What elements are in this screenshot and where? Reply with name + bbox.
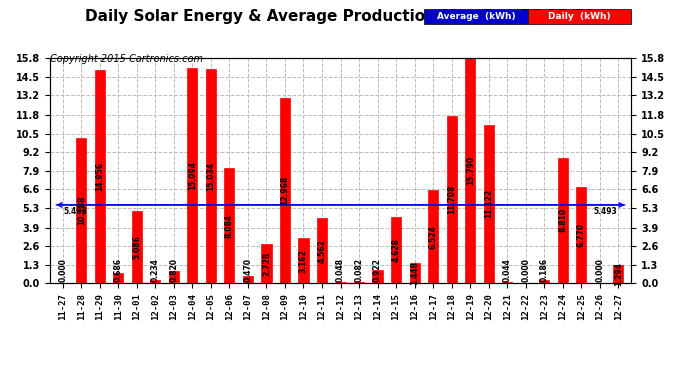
- Text: 14.956: 14.956: [95, 162, 104, 191]
- Text: 3.162: 3.162: [299, 249, 308, 273]
- Text: Average  (kWh): Average (kWh): [437, 12, 515, 21]
- Text: 5.086: 5.086: [132, 235, 141, 259]
- Text: 0.000: 0.000: [521, 258, 530, 282]
- Text: 0.234: 0.234: [151, 258, 160, 282]
- Bar: [95, 70, 105, 283]
- Text: 0.048: 0.048: [336, 258, 345, 282]
- Bar: [132, 211, 142, 283]
- Text: 0.082: 0.082: [355, 258, 364, 282]
- Bar: [373, 270, 383, 283]
- Bar: [539, 280, 549, 283]
- Text: 11.122: 11.122: [484, 189, 493, 219]
- Bar: [484, 125, 494, 283]
- Text: 4.562: 4.562: [317, 239, 326, 262]
- Bar: [410, 262, 420, 283]
- Bar: [613, 265, 624, 283]
- Bar: [168, 272, 179, 283]
- Text: Copyright 2015 Cartronics.com: Copyright 2015 Cartronics.com: [50, 54, 203, 64]
- Text: 0.000: 0.000: [58, 258, 67, 282]
- Text: 5.493: 5.493: [63, 207, 88, 216]
- Bar: [317, 218, 327, 283]
- Bar: [280, 99, 290, 283]
- Bar: [354, 282, 364, 283]
- Text: 8.810: 8.810: [558, 209, 567, 232]
- Text: 0.186: 0.186: [540, 258, 549, 282]
- Text: 8.084: 8.084: [225, 213, 234, 238]
- Bar: [391, 217, 401, 283]
- Text: 2.728: 2.728: [262, 252, 271, 276]
- Bar: [335, 282, 346, 283]
- Bar: [298, 238, 308, 283]
- Text: 0.686: 0.686: [114, 258, 123, 282]
- Text: 0.820: 0.820: [169, 258, 178, 282]
- Text: 6.524: 6.524: [428, 225, 437, 249]
- Text: 0.922: 0.922: [373, 258, 382, 282]
- Bar: [187, 68, 197, 283]
- Bar: [243, 276, 253, 283]
- Bar: [76, 138, 86, 283]
- Bar: [576, 187, 586, 283]
- Text: 15.790: 15.790: [466, 156, 475, 185]
- Text: Daily  (kWh): Daily (kWh): [549, 12, 611, 21]
- Text: 1.448: 1.448: [410, 261, 419, 285]
- Text: 0.470: 0.470: [244, 258, 253, 282]
- Text: 6.770: 6.770: [577, 223, 586, 247]
- Text: 1.294: 1.294: [614, 262, 623, 286]
- Bar: [465, 58, 475, 283]
- Text: 15.034: 15.034: [206, 162, 215, 190]
- Text: 0.000: 0.000: [595, 258, 604, 282]
- Text: 0.044: 0.044: [503, 258, 512, 282]
- Bar: [558, 158, 568, 283]
- Bar: [262, 244, 271, 283]
- Bar: [113, 273, 124, 283]
- Text: 11.708: 11.708: [447, 185, 456, 214]
- Text: 10.188: 10.188: [77, 196, 86, 225]
- Bar: [446, 116, 457, 283]
- Bar: [150, 280, 160, 283]
- Text: 5.493: 5.493: [593, 207, 618, 216]
- Text: 12.968: 12.968: [280, 176, 289, 206]
- Bar: [206, 69, 216, 283]
- Bar: [502, 282, 513, 283]
- Bar: [428, 190, 438, 283]
- Text: 4.628: 4.628: [392, 238, 401, 262]
- Text: 15.094: 15.094: [188, 161, 197, 190]
- Bar: [224, 168, 235, 283]
- Text: Daily Solar Energy & Average Production Mon Dec 28 15:52: Daily Solar Energy & Average Production …: [85, 9, 595, 24]
